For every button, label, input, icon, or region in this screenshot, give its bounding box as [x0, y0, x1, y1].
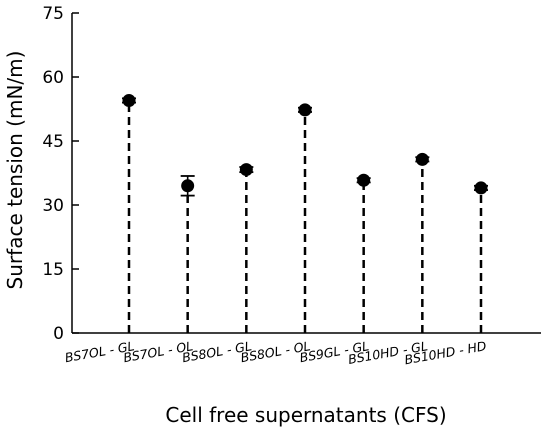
y-tick-label: 15 — [42, 260, 64, 280]
y-axis-title: Surface tension (mN/m) — [3, 51, 27, 290]
y-tick-label: 60 — [42, 68, 64, 88]
stems — [127, 100, 483, 333]
y-tick-label: 0 — [53, 324, 64, 344]
data-point — [357, 173, 371, 187]
x-axis-title: Cell free supernatants (CFS) — [165, 403, 446, 427]
data-point — [239, 163, 253, 177]
data-point — [122, 93, 136, 107]
data-point — [181, 179, 195, 193]
y-tick-label: 30 — [42, 196, 64, 216]
data-points — [122, 93, 488, 197]
y-axis: 0 15 30 45 60 75 — [42, 4, 79, 344]
data-point — [415, 152, 429, 166]
data-point — [298, 103, 312, 117]
y-tick-label: 75 — [42, 4, 64, 24]
y-tick-label: 45 — [42, 132, 64, 152]
data-point — [474, 181, 488, 195]
